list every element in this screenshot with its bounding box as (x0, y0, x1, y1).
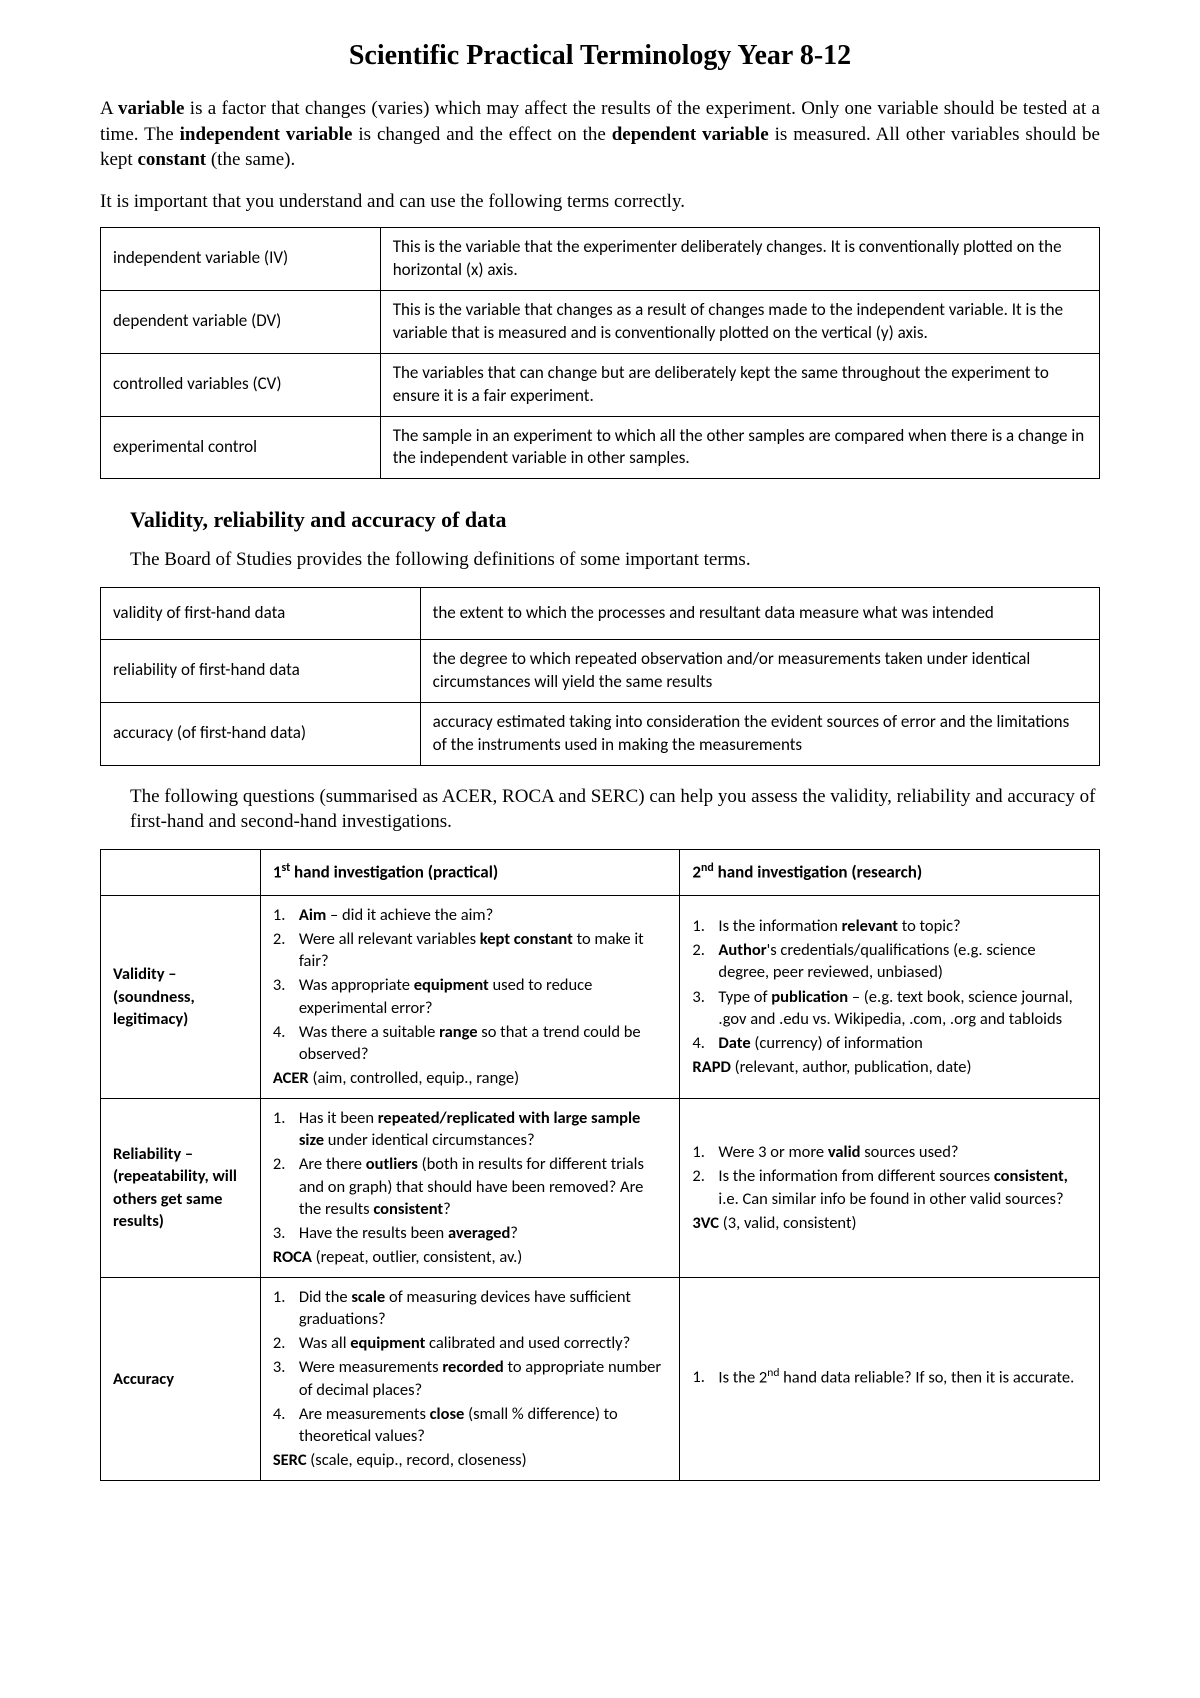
mnemonic: 3VC (3, valid, consistent) (692, 1212, 1087, 1234)
intro-followup: It is important that you understand and … (100, 191, 1100, 213)
board-of-studies-para: The Board of Studies provides the follow… (130, 547, 1100, 573)
assess-head-blank (101, 850, 261, 896)
second-hand-cell: 1.Were 3 or more valid sources used?2.Is… (680, 1098, 1100, 1277)
mnemonic: SERC (scale, equip., record, closeness) (273, 1449, 668, 1471)
term-cell: validity of first-hand data (101, 588, 421, 640)
mnemonic: ACER (aim, controlled, equip., range) (273, 1067, 668, 1089)
definition-cell: This is the variable that changes as a r… (380, 290, 1099, 353)
definition-cell: This is the variable that the experiment… (380, 227, 1099, 290)
term-cell: controlled variables (CV) (101, 353, 381, 416)
assessment-table-body: Validity – (soundness, legitimacy)1.Aim … (101, 895, 1100, 1480)
term-cell: experimental control (101, 416, 381, 479)
definition-cell: accuracy estimated taking into considera… (420, 702, 1099, 765)
first-hand-cell: 1.Has it been repeated/replicated with l… (260, 1098, 680, 1277)
definition-cell: The sample in an experiment to which all… (380, 416, 1099, 479)
definition-cell: the degree to which repeated observation… (420, 640, 1099, 703)
definition-cell: the extent to which the processes and re… (420, 588, 1099, 640)
intro-paragraph: A variable is a factor that changes (var… (100, 96, 1100, 173)
second-hand-cell: 1.Is the 2nd hand data reliable? If so, … (680, 1277, 1100, 1480)
first-hand-cell: 1.Did the scale of measuring devices hav… (260, 1277, 680, 1480)
variables-table: independent variable (IV)This is the var… (100, 227, 1100, 480)
variables-table-body: independent variable (IV)This is the var… (101, 227, 1100, 479)
mnemonic: ROCA (repeat, outlier, consistent, av.) (273, 1246, 668, 1268)
assessment-table: 1st hand investigation (practical) 2nd h… (100, 849, 1100, 1481)
second-hand-cell: 1.Is the information relevant to topic?2… (680, 895, 1100, 1098)
term-cell: independent variable (IV) (101, 227, 381, 290)
validity-table: validity of first-hand datathe extent to… (100, 587, 1100, 766)
assess-head-second: 2nd hand investigation (research) (680, 850, 1100, 896)
validity-subheading: Validity, reliability and accuracy of da… (130, 507, 1100, 533)
assess-head-first: 1st hand investigation (practical) (260, 850, 680, 896)
term-cell: reliability of first-hand data (101, 640, 421, 703)
assess-row-label: Reliability – (repeatability, will other… (101, 1098, 261, 1277)
assess-row-label: Validity – (soundness, legitimacy) (101, 895, 261, 1098)
validity-table-body: validity of first-hand datathe extent to… (101, 588, 1100, 766)
mnemonic: RAPD (relevant, author, publication, dat… (692, 1056, 1087, 1078)
assess-row-label: Accuracy (101, 1277, 261, 1480)
first-hand-cell: 1.Aim – did it achieve the aim?2.Were al… (260, 895, 680, 1098)
definition-cell: The variables that can change but are de… (380, 353, 1099, 416)
term-cell: dependent variable (DV) (101, 290, 381, 353)
term-cell: accuracy (of first-hand data) (101, 702, 421, 765)
page-title: Scientific Practical Terminology Year 8-… (100, 40, 1100, 72)
acer-roca-serc-para: The following questions (summarised as A… (130, 784, 1100, 835)
